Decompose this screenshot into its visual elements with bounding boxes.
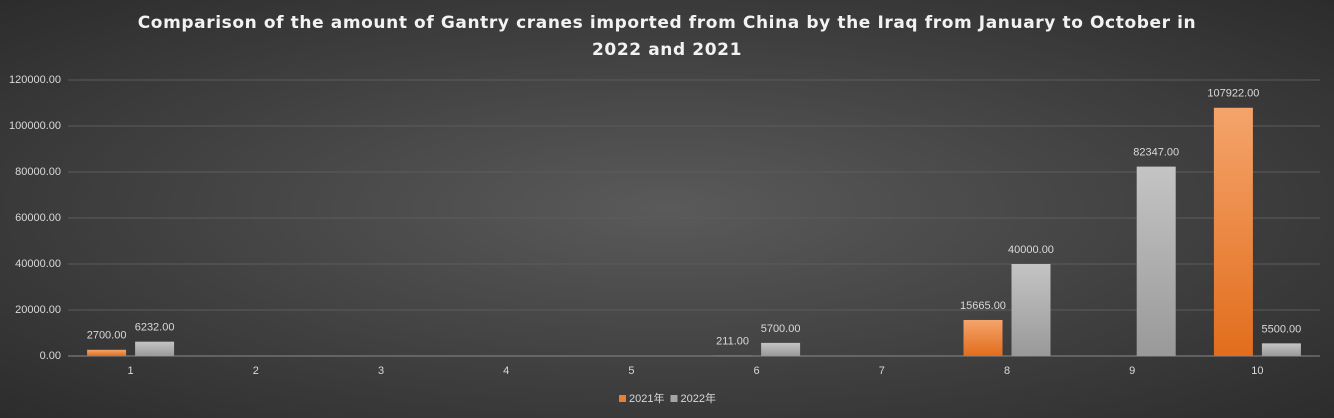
value-label: 6232.00	[135, 322, 175, 334]
x-tick-label: 2	[253, 365, 259, 377]
y-tick-label: 40000.00	[15, 258, 61, 270]
bar	[135, 341, 175, 356]
value-label: 15665.00	[960, 300, 1006, 312]
bar	[963, 319, 1003, 356]
legend-swatch	[670, 395, 678, 402]
bar	[87, 349, 127, 356]
y-tick-label: 20000.00	[15, 304, 61, 316]
y-tick-label: 120000.00	[9, 74, 61, 86]
chart-title: Comparison of the amount of Gantry crane…	[137, 13, 1197, 60]
value-label: 5700.00	[761, 323, 801, 335]
x-tick-label: 4	[503, 365, 509, 377]
bar	[1261, 343, 1301, 356]
y-tick-label: 100000.00	[9, 120, 61, 132]
bar	[1136, 166, 1176, 356]
legend-label: 2022年	[680, 391, 715, 405]
value-label: 2700.00	[87, 330, 127, 342]
x-tick-label: 6	[754, 365, 760, 377]
y-tick-label: 60000.00	[15, 212, 61, 224]
bar	[761, 342, 801, 356]
legend-label: 2021年	[629, 391, 664, 405]
value-label: 5500.00	[1262, 323, 1302, 335]
x-tick-label: 9	[1129, 365, 1135, 377]
x-tick-label: 10	[1251, 365, 1263, 377]
value-label: 40000.00	[1008, 244, 1054, 256]
x-tick-label: 8	[1004, 365, 1010, 377]
y-tick-label: 80000.00	[15, 166, 61, 178]
value-label: 82347.00	[1133, 147, 1179, 159]
y-tick-label: 0.00	[40, 350, 61, 362]
x-tick-label: 3	[378, 365, 384, 377]
bar	[1011, 264, 1051, 356]
bar	[1213, 107, 1253, 356]
x-tick-label: 7	[879, 365, 885, 377]
value-label: 107922.00	[1207, 88, 1259, 100]
legend-swatch	[619, 395, 626, 402]
value-label: 211.00	[716, 335, 749, 347]
x-tick-label: 5	[628, 365, 634, 377]
x-tick-label: 1	[128, 365, 134, 377]
